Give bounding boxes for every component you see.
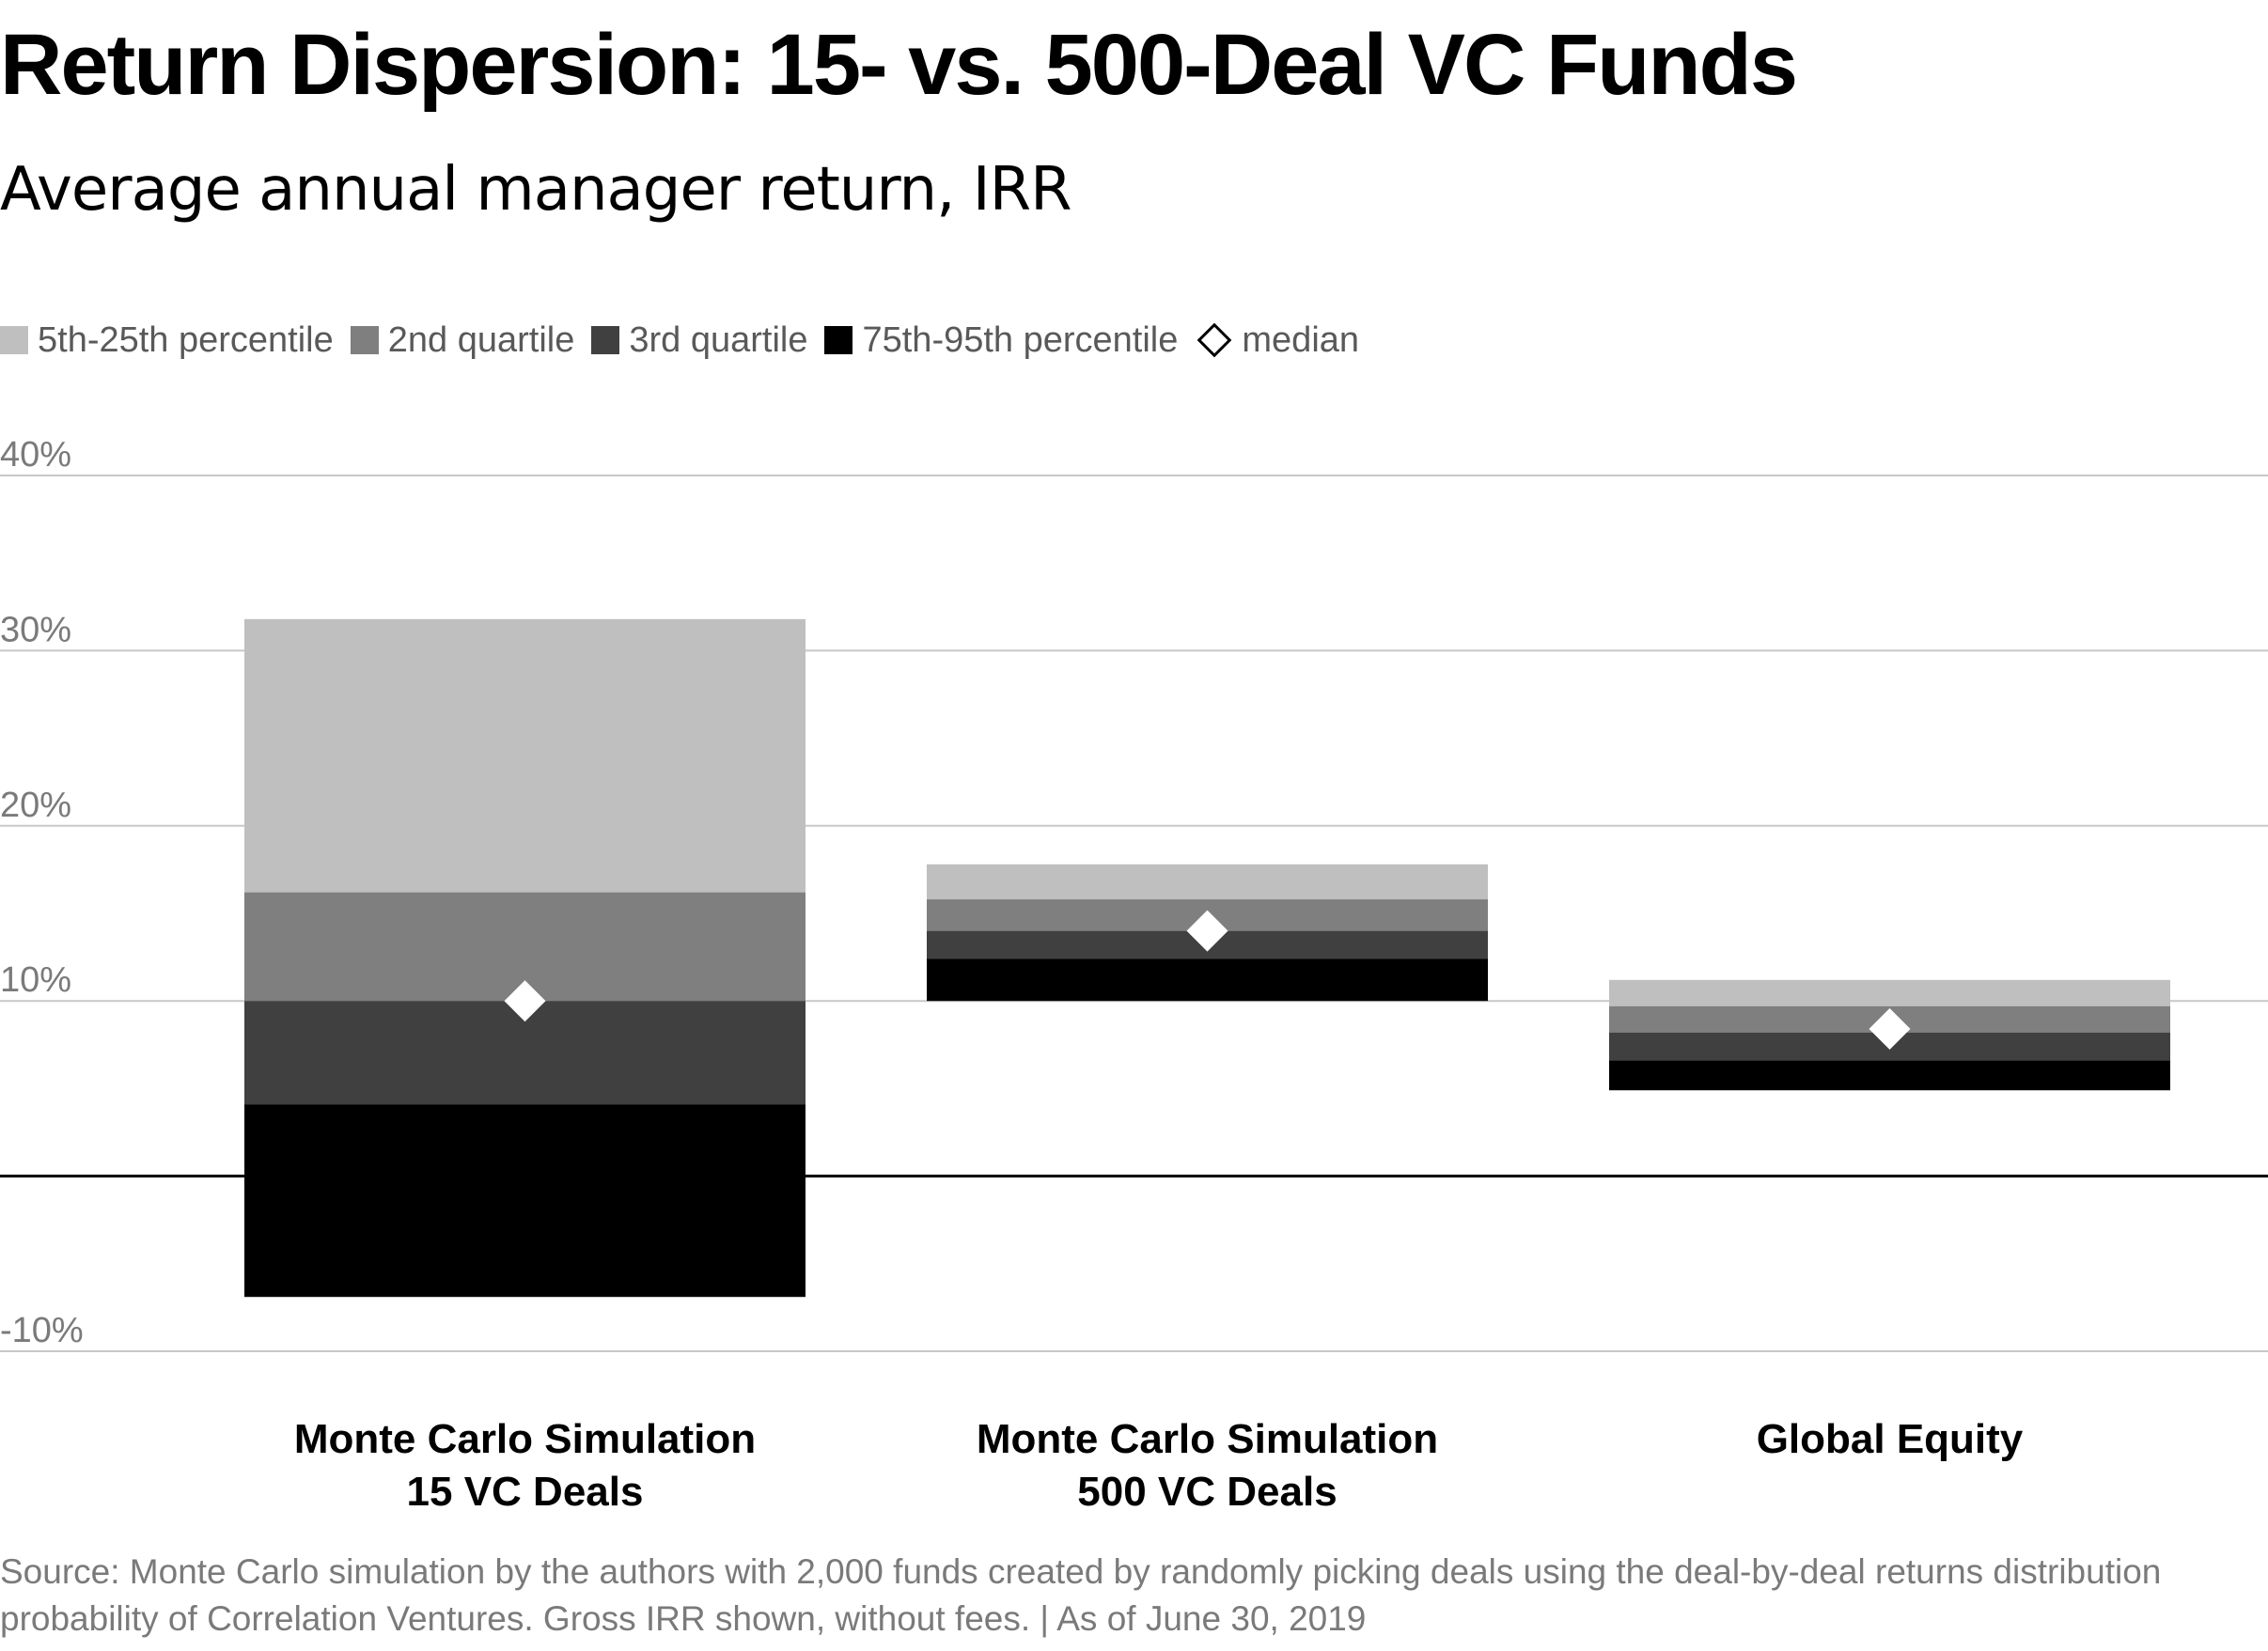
legend-swatch-dark-gray xyxy=(591,326,620,354)
legend-label: 75th-95th percentile xyxy=(862,319,1179,360)
legend-label: median xyxy=(1242,319,1360,360)
median-diamond-icon xyxy=(1197,322,1232,358)
y-tick-label: 30% xyxy=(0,610,71,649)
median-marker xyxy=(1869,1008,1911,1051)
legend-item-median: median xyxy=(1195,320,1359,361)
legend-swatch-mid-gray xyxy=(350,326,379,354)
y-tick-label: 10% xyxy=(0,960,71,1000)
median-marker xyxy=(1186,910,1228,952)
legend-item-2nd-quartile: 2nd quartile xyxy=(350,319,575,361)
legend-label: 3rd quartile xyxy=(629,319,808,360)
median-marker xyxy=(504,980,546,1022)
y-tick-label: 40% xyxy=(0,435,71,475)
category-label-line2: 500 VC Deals xyxy=(1077,1469,1337,1515)
y-tick-label: 20% xyxy=(0,786,71,825)
bar-segment-p5-25 xyxy=(927,864,1488,900)
legend: 5th-25th percentile 2nd quartile 3rd qua… xyxy=(0,314,1376,366)
source-line-1: Source: Monte Carlo simulation by the au… xyxy=(0,1552,2162,1591)
legend-item-3rd-quartile: 3rd quartile xyxy=(591,320,807,361)
source-note: Source: Monte Carlo simulation by the au… xyxy=(0,1549,2256,1643)
category-label-line1: Monte Carlo Simulation xyxy=(977,1416,1438,1462)
legend-label: 2nd quartile xyxy=(387,319,575,360)
bar-segment-p5-25 xyxy=(1609,979,2170,1006)
y-tick-label: -10% xyxy=(0,1311,84,1350)
legend-item-5th-25th: 5th-25th percentile xyxy=(0,320,334,361)
chart-plot: -10% 10% 20% 30% 40% Monte Carlo Simulation 15… xyxy=(0,435,2268,1515)
category-label-line2: 15 VC Deals xyxy=(407,1469,644,1515)
legend-swatch-light-gray xyxy=(0,326,28,354)
category-label-line1: Monte Carlo Simulation xyxy=(294,1416,756,1462)
bar-segment-p5-25 xyxy=(244,618,806,893)
legend-label: 5th-25th percentile xyxy=(38,319,334,360)
chart-subtitle: Average annual manager return, IRR xyxy=(0,155,1072,225)
bar-segment-p75-95 xyxy=(1609,1060,2170,1091)
source-line-2: probability of Correlation Ventures. Gro… xyxy=(0,1599,1367,1638)
legend-swatch-black xyxy=(824,326,853,354)
category-label-line1: Global Equity xyxy=(1757,1416,2024,1462)
bar-segment-p75-95 xyxy=(927,958,1488,1002)
legend-item-75th-95th: 75th-95th percentile xyxy=(824,320,1178,361)
chart-title: Return Dispersion: 15- vs. 500-Deal VC F… xyxy=(0,17,1798,113)
bar-segment-p75-95 xyxy=(244,1104,806,1298)
